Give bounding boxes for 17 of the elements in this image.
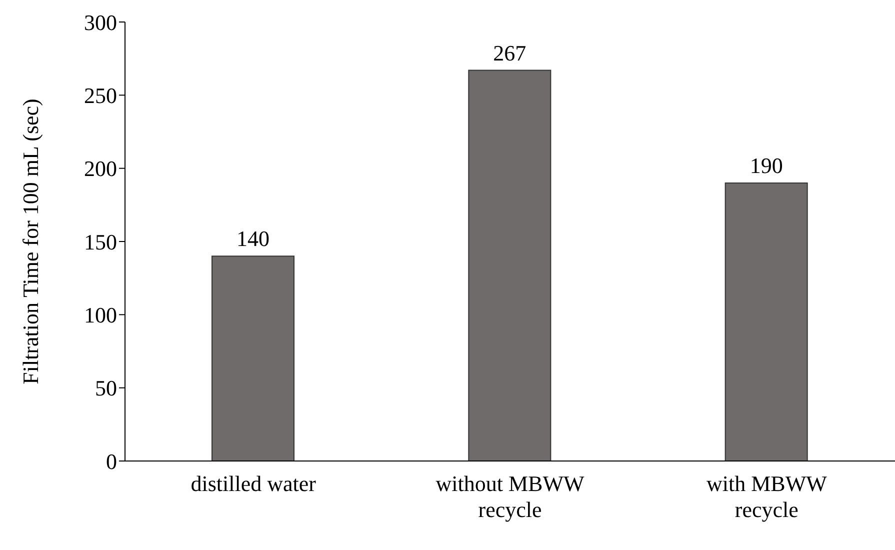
y-tick-label: 200 bbox=[84, 156, 117, 182]
data-label: 190 bbox=[750, 152, 783, 178]
y-axis-title: Filtration Time for 100 mL (sec) bbox=[18, 98, 43, 384]
y-tick-label: 250 bbox=[84, 82, 117, 108]
y-tick-label: 0 bbox=[106, 448, 117, 474]
y-tick-label: 300 bbox=[84, 10, 117, 35]
x-tick-label: distilled water bbox=[190, 471, 317, 496]
bar bbox=[212, 256, 294, 461]
data-label: 140 bbox=[236, 226, 270, 252]
bar bbox=[468, 70, 552, 461]
y-tick-label: 50 bbox=[95, 376, 117, 401]
data-label: 267 bbox=[493, 40, 526, 66]
y-tick-label: 150 bbox=[84, 229, 117, 254]
x-tick-label: with MBWW recycle bbox=[706, 471, 828, 522]
bar bbox=[724, 182, 808, 461]
y-tick-label: 100 bbox=[84, 302, 117, 328]
x-tick-label: without MBWW recycle bbox=[436, 471, 584, 522]
